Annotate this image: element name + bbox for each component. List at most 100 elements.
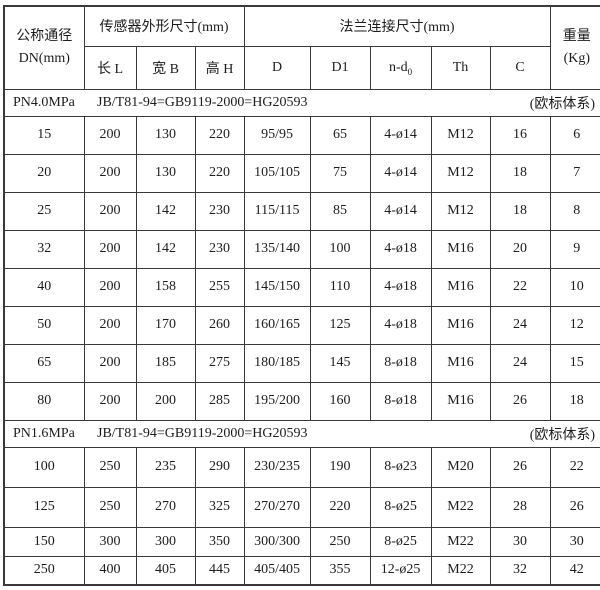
table-cell: 290: [194, 446, 245, 488]
table-cell: 18: [549, 381, 600, 421]
table-cell: 100: [3, 446, 85, 488]
table-cell: 350: [194, 526, 245, 557]
table-cell: 180/185: [243, 343, 311, 383]
table-cell: 65: [3, 343, 85, 383]
table-cell: 260: [194, 305, 245, 345]
table-header: 公称通径 DN(mm) 传感器外形尺寸(mm) 法兰连接尺寸(mm) 重量 (K…: [3, 5, 600, 90]
header-col-nd0-text: n-d: [388, 59, 408, 75]
header-col-d1: D1: [309, 45, 371, 90]
table-cell: 145: [309, 343, 371, 383]
table-row: 125 250 270 325 270/270 220 8-ø25 M22 28 26: [3, 486, 600, 528]
table-cell: 26: [489, 446, 551, 488]
table-cell: 200: [83, 381, 137, 421]
table-cell: 4-ø18: [369, 267, 432, 307]
table-cell: 7: [549, 153, 600, 193]
table-cell: 30: [489, 526, 551, 557]
table-cell: 125: [309, 305, 371, 345]
table-cell: 405/405: [243, 555, 311, 586]
table-cell: 100: [309, 229, 371, 269]
table-row: 250 400 405 445 405/405 355 12-ø25 M22 32 42: [3, 555, 600, 586]
table-cell: 270/270: [243, 486, 311, 528]
header-row-groups: 公称通径 DN(mm) 传感器外形尺寸(mm) 法兰连接尺寸(mm) 重量 (K…: [3, 5, 600, 90]
header-group-flange: 法兰连接尺寸(mm): [243, 5, 551, 47]
table-cell: 125: [3, 486, 85, 528]
table-cell: 20: [489, 229, 551, 269]
table-cell: 75: [309, 153, 371, 193]
table-cell: 26: [489, 381, 551, 421]
table-cell: M12: [430, 153, 491, 193]
table-cell: 4-ø18: [369, 229, 432, 269]
table-cell: 200: [83, 343, 137, 383]
table-cell: 24: [489, 305, 551, 345]
section-pressure-rating: PN4.0MPa: [13, 94, 75, 110]
table-row: 15 200 130 220 95/95 65 4-ø14 M12 16 6: [3, 115, 600, 155]
table-cell: 170: [135, 305, 196, 345]
table-cell: 160: [309, 381, 371, 421]
table-cell: 235: [135, 446, 196, 488]
table-cell: 26: [549, 486, 600, 528]
table-cell: 250: [3, 555, 85, 586]
table-cell: 405: [135, 555, 196, 586]
table-cell: 4-ø14: [369, 153, 432, 193]
table-cell: M16: [430, 305, 491, 345]
table-cell: 32: [3, 229, 85, 269]
table-cell: 200: [83, 229, 137, 269]
table-cell: M12: [430, 191, 491, 231]
table-cell: 18: [489, 191, 551, 231]
header-col-nd0-subscript: 0: [407, 66, 413, 77]
header-weight-unit: (Kg): [563, 50, 591, 66]
table-cell: 40: [3, 267, 85, 307]
table-cell: M22: [430, 555, 491, 586]
section-header-content: PN1.6MPa JB/T81-94=GB9119-2000=HG20593 (欧标…: [5, 424, 600, 444]
table-cell: 24: [489, 343, 551, 383]
table-row: 50 200 170 260 160/165 125 4-ø18 M16 24 12: [3, 305, 600, 345]
table-cell: 16: [489, 115, 551, 155]
section-standard-codes: JB/T81-94=GB9119-2000=HG20593: [97, 94, 308, 110]
table-row: 65 200 185 275 180/185 145 8-ø18 M16 24 15: [3, 343, 600, 383]
table-cell: 445: [194, 555, 245, 586]
header-col-c: C: [489, 45, 551, 90]
table-cell: 200: [83, 305, 137, 345]
table-cell: 200: [83, 153, 137, 193]
header-col-width: 宽 B: [135, 45, 196, 90]
table-cell: 85: [309, 191, 371, 231]
table-cell: M12: [430, 115, 491, 155]
table-cell: 142: [135, 229, 196, 269]
table-row: 40 200 158 255 145/150 110 4-ø18 M16 22 10: [3, 267, 600, 307]
section-standard-codes: JB/T81-94=GB9119-2000=HG20593: [97, 425, 308, 441]
table-row: 25 200 142 230 115/115 85 4-ø14 M12 18 8: [3, 191, 600, 231]
table-cell: 95/95: [243, 115, 311, 155]
section-header-row: PN4.0MPa JB/T81-94=GB9119-2000=HG20593 (欧标…: [3, 88, 600, 117]
header-weight-label: 重量: [562, 29, 591, 45]
table-cell: M16: [430, 229, 491, 269]
header-col-height: 高 H: [194, 45, 245, 90]
table-cell: 42: [549, 555, 600, 586]
table-cell: 32: [489, 555, 551, 586]
table-cell: 105/105: [243, 153, 311, 193]
spec-table: 公称通径 DN(mm) 传感器外形尺寸(mm) 法兰连接尺寸(mm) 重量 (K…: [3, 5, 600, 586]
table-cell: 230/235: [243, 446, 311, 488]
table-cell: 200: [83, 191, 137, 231]
table-cell: 270: [135, 486, 196, 528]
table-row: 32 200 142 230 135/140 100 4-ø18 M16 20 9: [3, 229, 600, 269]
table-cell: 12: [549, 305, 600, 345]
header-dn: 公称通径 DN(mm): [3, 5, 85, 90]
section-pressure-rating: PN1.6MPa: [13, 425, 75, 441]
header-col-d: D: [243, 45, 311, 90]
table-body: PN4.0MPa JB/T81-94=GB9119-2000=HG20593 (欧标…: [3, 88, 600, 586]
table-cell: 150: [3, 526, 85, 557]
table-cell: 190: [309, 446, 371, 488]
table-cell: 300/300: [243, 526, 311, 557]
header-row-subcols: 长 L 宽 B 高 H D D1 n-d0 Th C: [4, 45, 600, 90]
header-weight: 重量 (Kg): [549, 5, 600, 90]
table-cell: 230: [194, 191, 245, 231]
table-cell: 250: [83, 446, 137, 488]
table-cell: 30: [549, 526, 600, 557]
table-cell: 220: [309, 486, 371, 528]
table-cell: 28: [489, 486, 551, 528]
table-cell: 300: [135, 526, 196, 557]
header-dn-label: 公称通径: [16, 29, 73, 45]
table-cell: 158: [135, 267, 196, 307]
table-cell: 255: [194, 267, 245, 307]
